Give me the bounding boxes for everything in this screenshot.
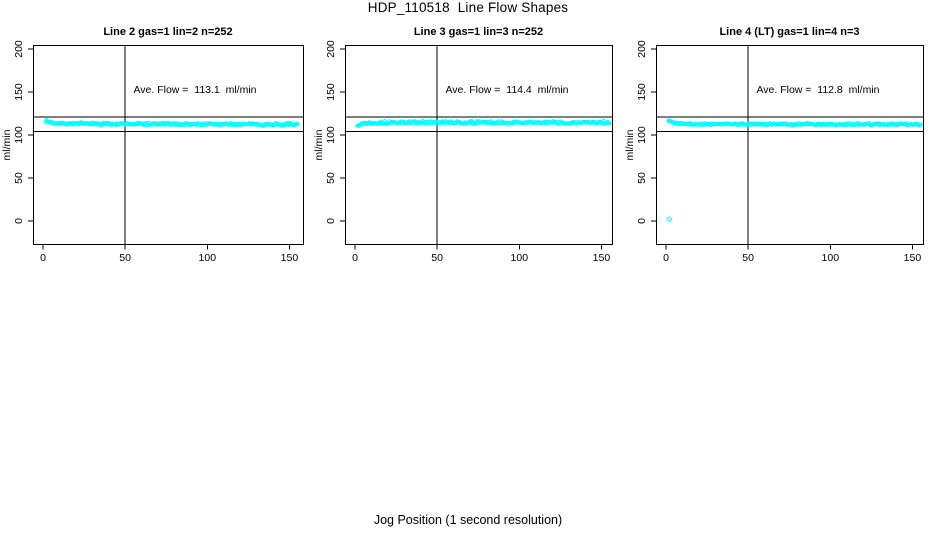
panel-2-y-axis-label: ml/min xyxy=(313,129,325,161)
x-tick-label: 0 xyxy=(352,252,358,264)
panel-3-title: Line 4 (LT) gas=1 lin=4 n=3 xyxy=(719,26,860,38)
panel-2-title: Line 3 gas=1 lin=3 n=252 xyxy=(413,26,544,38)
axis-ticks xyxy=(28,48,290,250)
y-tick-label: 150 xyxy=(325,83,337,101)
y-tick-label: 0 xyxy=(325,218,337,224)
figure-title: HDP_110518 Line Flow Shapes xyxy=(367,0,569,15)
scatter-points xyxy=(355,118,612,128)
panel-3-plot xyxy=(651,45,924,250)
y-tick-label: 100 xyxy=(13,126,25,144)
y-tick-label: 0 xyxy=(636,218,648,224)
panel-1-y-axis-label: ml/min xyxy=(1,129,13,161)
scatter-points xyxy=(666,118,923,223)
y-tick-label: 100 xyxy=(636,126,648,144)
panel-2-plot xyxy=(340,45,613,250)
panel-1-ave-flow-annotation: Ave. Flow = 113.1 ml/min xyxy=(133,84,257,96)
y-tick-label: 0 xyxy=(13,218,25,224)
panel-1-plot xyxy=(28,45,304,250)
x-tick-label: 0 xyxy=(40,252,46,264)
x-tick-label: 100 xyxy=(510,252,529,264)
panel-3-ave-flow-annotation: Ave. Flow = 112.8 ml/min xyxy=(756,84,880,96)
x-tick-label: 50 xyxy=(742,252,754,264)
y-tick-label: 100 xyxy=(325,126,337,144)
y-tick-label: 150 xyxy=(636,83,648,101)
plot-box xyxy=(656,45,924,245)
plot-box xyxy=(33,45,304,245)
y-tick-label: 200 xyxy=(325,40,337,58)
x-tick-label: 150 xyxy=(903,252,922,264)
y-tick-label: 50 xyxy=(325,172,337,184)
panel-3-y-axis-label: ml/min xyxy=(624,129,636,161)
x-tick-label: 150 xyxy=(280,252,299,264)
axis-ticks xyxy=(651,48,913,250)
plot-box xyxy=(345,45,613,245)
y-tick-label: 200 xyxy=(636,40,648,58)
x-tick-label: 50 xyxy=(431,252,443,264)
x-tick-label: 50 xyxy=(119,252,131,264)
y-tick-label: 150 xyxy=(13,83,25,101)
x-tick-label: 100 xyxy=(821,252,840,264)
panel-2-ave-flow-annotation: Ave. Flow = 114.4 ml/min xyxy=(445,84,569,96)
axis-ticks xyxy=(340,48,602,250)
x-tick-label: 150 xyxy=(592,252,611,264)
y-tick-label: 50 xyxy=(13,172,25,184)
x-tick-label: 100 xyxy=(198,252,217,264)
x-tick-label: 0 xyxy=(663,252,669,264)
y-tick-label: 200 xyxy=(13,40,25,58)
panel-1-title: Line 2 gas=1 lin=2 n=252 xyxy=(103,26,233,38)
y-tick-label: 50 xyxy=(636,172,648,184)
figure-x-axis-label: Jog Position (1 second resolution) xyxy=(373,513,563,527)
scatter-points xyxy=(43,118,300,128)
outlier-point xyxy=(666,216,672,223)
